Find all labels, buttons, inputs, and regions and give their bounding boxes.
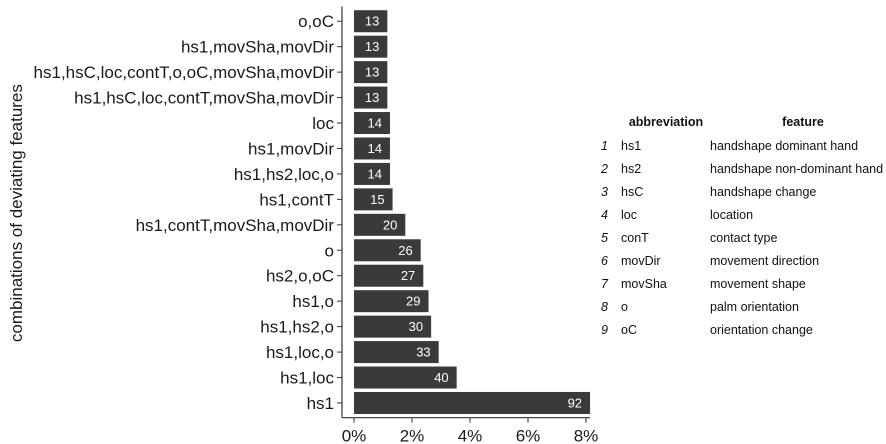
y-tick-label: hs1,loc xyxy=(280,369,334,388)
table-row-feature: handshape dominant hand xyxy=(710,139,858,153)
abbreviation-table: abbreviation feature 1 hs1 handshape domin… xyxy=(600,115,883,337)
table-row-feature: orientation change xyxy=(710,323,813,337)
data-label: 29 xyxy=(406,294,420,309)
table-row-abbreviation: hs1 xyxy=(621,139,641,153)
table-row-feature: palm orientation xyxy=(710,300,799,314)
y-tick-label: hs1,hs2,o xyxy=(260,318,334,337)
y-tick-label: hs1,hs2,loc,o xyxy=(234,165,334,184)
y-tick-label: hs1,movDir xyxy=(248,139,334,158)
bar xyxy=(354,86,388,109)
y-axis-title: combinations of deviating features xyxy=(7,84,26,342)
data-label: 33 xyxy=(416,345,430,360)
data-label: 13 xyxy=(365,14,379,29)
x-tick-label: 6% xyxy=(516,427,541,444)
y-tick-label: hs1,contT,movSha,movDir xyxy=(136,216,335,235)
data-label: 13 xyxy=(365,65,379,80)
data-label: 13 xyxy=(365,90,379,105)
table-row-abbreviation: oC xyxy=(621,323,637,337)
data-label: 92 xyxy=(568,395,582,410)
y-tick-label: o,oC xyxy=(298,12,334,31)
bar xyxy=(354,112,390,135)
bar xyxy=(354,341,439,364)
data-label: 27 xyxy=(401,268,415,283)
table-row-abbreviation: hsC xyxy=(621,185,643,199)
table-row-abbreviation: movDir xyxy=(621,254,661,268)
bar xyxy=(354,391,591,414)
bar xyxy=(354,35,388,58)
y-tick-label: hs1,hsC,loc,contT,o,oC,movSha,movDir xyxy=(34,63,335,82)
bar xyxy=(354,264,424,287)
table-rows: 1 hs1 handshape dominant hand 2 hs2 handshape… xyxy=(600,139,883,337)
y-tick-label: hs1,o xyxy=(292,292,334,311)
data-label: 14 xyxy=(367,166,381,181)
x-tick-label: 0% xyxy=(342,427,367,444)
y-tick-label: hs1,contT xyxy=(259,190,334,209)
table-row-number: 4 xyxy=(601,208,608,222)
table-row-feature: location xyxy=(710,208,753,222)
bar xyxy=(354,239,421,262)
table-row-feature: handshape change xyxy=(710,185,816,199)
table-row-feature: contact type xyxy=(710,231,777,245)
x-tick-label: 8% xyxy=(574,427,599,444)
bar xyxy=(354,290,429,313)
plot-area: 13 o,oC 13 hs1,movSha,movDir 13 hs1,hsC,loc,c… xyxy=(7,6,599,444)
table-row-number: 6 xyxy=(601,254,608,268)
table-header-abbreviation: abbreviation xyxy=(629,115,703,129)
table-row-abbreviation: hs2 xyxy=(621,162,641,176)
data-label: 40 xyxy=(434,370,448,385)
table-row-number: 7 xyxy=(601,277,609,291)
table-row-number: 3 xyxy=(601,185,608,199)
table-row-number: 1 xyxy=(601,139,608,153)
data-label: 13 xyxy=(365,39,379,54)
bar xyxy=(354,162,390,185)
bar xyxy=(354,188,393,211)
bar xyxy=(354,213,406,236)
data-label: 14 xyxy=(367,141,381,156)
bar xyxy=(354,315,432,338)
y-tick-label: loc xyxy=(312,114,334,133)
table-row-feature: movement shape xyxy=(710,277,806,291)
y-tick-label: o xyxy=(325,241,334,260)
table-row-abbreviation: o xyxy=(621,300,628,314)
x-tick-label: 4% xyxy=(458,427,483,444)
table-row-feature: movement direction xyxy=(710,254,819,268)
table-row-abbreviation: conT xyxy=(621,231,649,245)
table-row-number: 2 xyxy=(600,162,608,176)
y-tick-label: hs1,movSha,movDir xyxy=(181,38,334,57)
data-label: 30 xyxy=(409,319,423,334)
data-label: 26 xyxy=(398,243,412,258)
y-tick-label: hs1,hsC,loc,contT,movSha,movDir xyxy=(74,89,334,108)
y-tick-label: hs1 xyxy=(307,394,334,413)
bar xyxy=(354,10,388,33)
bar xyxy=(354,366,457,389)
table-row-number: 8 xyxy=(601,300,608,314)
table-row-feature: handshape non-dominant hand xyxy=(710,162,883,176)
table-row-number: 5 xyxy=(601,231,608,245)
bar xyxy=(354,137,390,160)
table-row-abbreviation: loc xyxy=(621,208,637,222)
data-label: 20 xyxy=(383,217,397,232)
bar xyxy=(354,61,388,84)
data-label: 14 xyxy=(367,116,381,131)
table-row-abbreviation: movSha xyxy=(621,277,667,291)
y-tick-label: hs2,o,oC xyxy=(266,267,334,286)
table-header-feature: feature xyxy=(782,115,824,129)
x-tick-label: 2% xyxy=(400,427,425,444)
y-tick-label: hs1,loc,o xyxy=(266,343,334,362)
data-label: 15 xyxy=(370,192,384,207)
table-row-number: 9 xyxy=(601,323,608,337)
